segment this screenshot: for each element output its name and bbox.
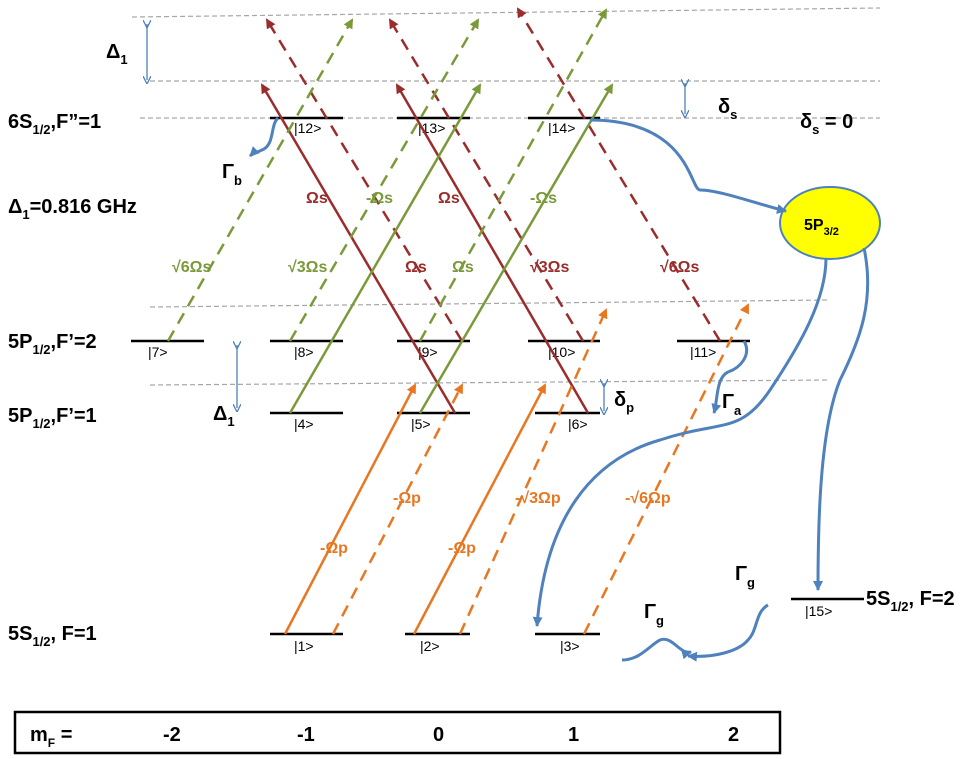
red-arrow-6-to-13	[395, 83, 590, 414]
orange-arrow-2-to-6	[412, 383, 547, 635]
state-1: |1>	[294, 638, 314, 654]
mf-value-0: 0	[433, 724, 444, 746]
gamma-b-label: Γb	[222, 161, 242, 188]
green-arrow-4-to-14	[288, 83, 482, 414]
orange-coupling-label-4: -√3Ωp	[515, 490, 561, 507]
orange-dashed-transitions	[331, 303, 750, 635]
ref-line-5p-f2	[149, 299, 831, 308]
intermediate-state-label: 5P3/2	[804, 217, 839, 238]
state-labels: |12> |13> |14> |7> |8> |9> |10> |11> |4>…	[148, 120, 832, 654]
energy-levels	[131, 116, 864, 636]
state-2: |2>	[420, 638, 440, 654]
decay-15-gamma-g	[687, 603, 769, 662]
state-11: |11>	[690, 344, 716, 360]
green-coupling-label-2: √3Ωs	[288, 259, 328, 276]
state-7: |7>	[148, 344, 168, 360]
state-4: |4>	[294, 416, 314, 432]
orange-coupling-label-3: -Ωp	[448, 540, 476, 557]
gamma-g1-label: Γg	[644, 601, 664, 628]
red-dashed-transitions	[265, 7, 722, 342]
deltas-zero-label: δs = 0	[800, 111, 853, 137]
state-15: |15>	[805, 603, 832, 619]
green-coupling-label-3: -Ωs	[366, 190, 393, 207]
red-coupling-label-3: Ωs	[405, 259, 427, 276]
decay-11-gamma-a	[711, 340, 749, 414]
orange-coupling-label-2: -Ωp	[393, 490, 421, 507]
orange-coupling-label-1: -Ωp	[320, 540, 348, 557]
red-solid-transitions	[260, 83, 590, 414]
delta1-mid-label: Δ1	[213, 403, 235, 429]
mf-value-1: 1	[568, 724, 579, 746]
red-arrow-5-to-12	[260, 83, 457, 414]
state-8: |8>	[294, 344, 314, 360]
decay-3-gamma-g	[621, 637, 692, 662]
decay-14-to-5p32	[589, 118, 787, 214]
green-arrow-5-to-top	[418, 83, 614, 414]
state-5: |5>	[411, 416, 431, 432]
ref-line-5p-f1	[149, 379, 831, 386]
row-label-5p-f1: 5P1/2,F’=1	[8, 405, 97, 431]
orange-arrow-2-to-11	[458, 308, 608, 635]
orange-arrow-3-to-top	[582, 303, 750, 635]
intermediate-state-ellipse	[779, 186, 881, 260]
state-3: |3>	[560, 638, 580, 654]
row-label-5s-f1: 5S1/2, F=1	[8, 623, 97, 649]
red-coupling-label-1: Ωs	[306, 190, 328, 207]
green-coupling-label-1: √6Ωs	[172, 259, 212, 276]
green-coupling-label-4: Ωs	[452, 259, 474, 276]
row-label-5p-f2: 5P1/2,F’=2	[8, 331, 97, 357]
delta1-value-label: Δ1=0.816 GHz	[8, 196, 137, 222]
orange-arrow-1-to-5	[283, 383, 417, 635]
red-coupling-label-2: Ωs	[438, 190, 460, 207]
green-arrow-7-to-top	[166, 18, 354, 342]
row-labels: 6S1/2,F”=1 5P1/2,F’=2 5P1/2,F’=1 5S1/2, …	[8, 111, 955, 649]
red-arrow-9-to-top	[265, 18, 464, 342]
state-14: |14>	[548, 120, 575, 136]
green-solid-transitions	[288, 83, 614, 414]
red-arrow-11-to-top	[516, 7, 722, 342]
state-12: |12>	[294, 120, 321, 136]
orange-arrow-1-to-10	[331, 383, 464, 635]
row-label-5s-f2: 5S1/2, F=2	[866, 588, 955, 614]
gamma-a-label: Γa	[722, 391, 742, 418]
delta1-top-label: Δ1	[106, 41, 128, 67]
green-coupling-label-5: -Ωs	[530, 190, 557, 207]
state-9: |9>	[418, 344, 438, 360]
coupling-labels: Ωs Ωs Ωs √3Ωs √6Ωs √6Ωs √3Ωs -Ωs Ωs -Ωs …	[172, 190, 700, 557]
ref-line-top	[131, 7, 881, 18]
decay-labels: Γb Γa Γg Γg	[222, 161, 755, 628]
decay-5p32-to-3	[532, 257, 828, 627]
green-dashed-transitions	[166, 8, 608, 342]
mf-value-minus1: -1	[297, 724, 315, 746]
orange-solid-transitions	[283, 383, 547, 635]
state-6: |6>	[568, 416, 588, 432]
gamma-g2-label: Γg	[735, 563, 755, 590]
decay-paths	[248, 116, 870, 662]
reference-lines	[131, 7, 881, 386]
red-coupling-label-5: √6Ωs	[660, 259, 700, 276]
orange-coupling-label-5: -√6Ωp	[625, 490, 671, 507]
mf-axis-box	[13, 710, 782, 755]
green-arrow-9-to-top	[418, 8, 608, 342]
mf-value-2: 2	[728, 724, 739, 746]
detuning-markers	[147, 24, 685, 411]
decay-5p32-to-15	[813, 247, 870, 591]
row-label-6s: 6S1/2,F”=1	[8, 111, 101, 137]
deltas-label: δs	[718, 96, 737, 122]
mf-axis-label: mF =	[30, 724, 72, 750]
detuning-labels: Δ1 Δ1=0.816 GHz δs δs = 0 Δ1 δp	[8, 41, 853, 429]
deltap-label: δp	[614, 389, 634, 415]
mf-value-minus2: -2	[163, 724, 181, 746]
red-coupling-label-4: √3Ωs	[530, 259, 570, 276]
red-arrow-10-to-top	[388, 18, 585, 342]
decay-12-gamma-b	[248, 116, 280, 158]
green-arrow-8-to-top	[288, 18, 480, 342]
mf-axis: mF = -2 -1 0 1 2	[13, 710, 782, 755]
